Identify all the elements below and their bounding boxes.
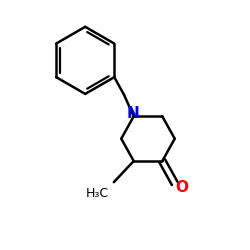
Text: H₃C: H₃C [86, 187, 109, 200]
Text: N: N [127, 106, 140, 120]
Text: O: O [175, 180, 188, 195]
